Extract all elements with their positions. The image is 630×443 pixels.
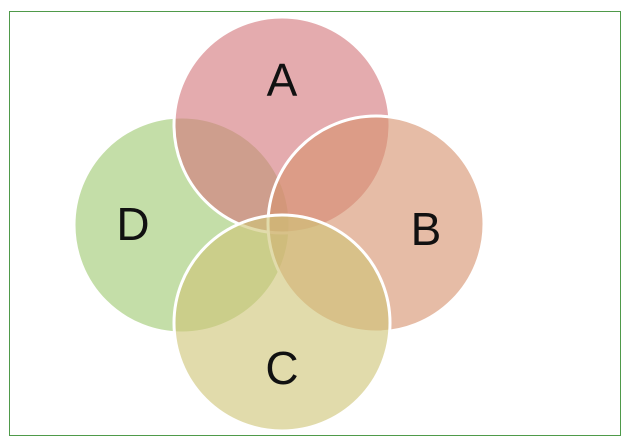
set-c-circle — [172, 213, 392, 433]
set-d-label: D — [116, 198, 149, 250]
set-b-label: B — [411, 203, 442, 255]
set-a-label: A — [267, 54, 298, 106]
set-c-label: C — [265, 342, 298, 394]
